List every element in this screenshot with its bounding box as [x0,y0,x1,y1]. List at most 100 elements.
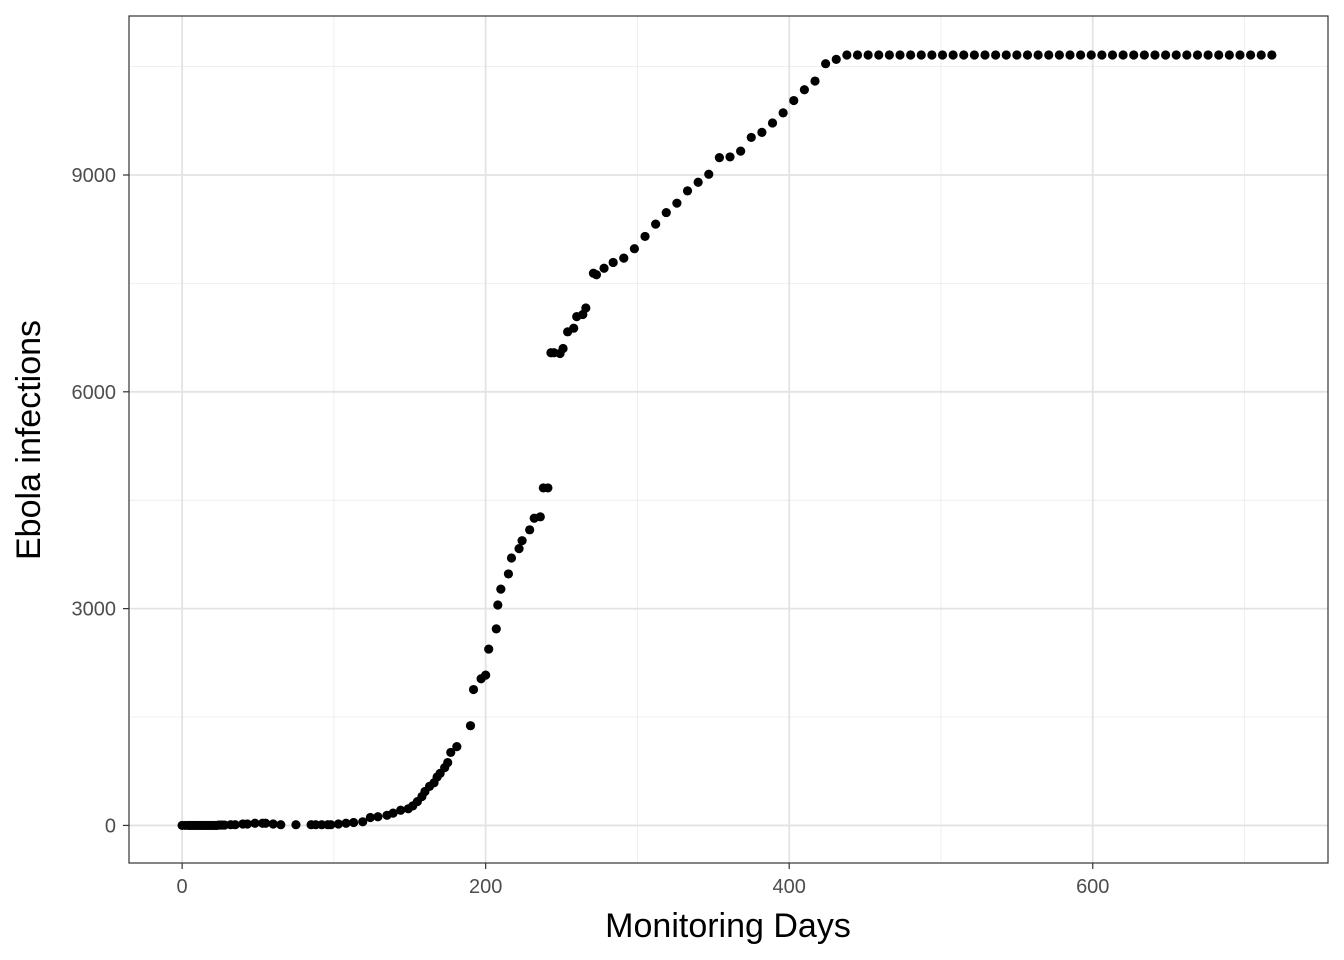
data-point [1086,50,1096,60]
data-point [948,50,958,60]
data-point [863,50,873,60]
data-point [358,817,368,827]
data-point [693,177,703,187]
data-point [852,50,863,60]
data-point [468,684,479,695]
data-point [704,169,714,179]
y-tick-label: 6000 [72,382,117,404]
data-point [789,95,799,106]
data-point [842,50,852,60]
data-point [619,253,629,263]
x-tick-label: 600 [1076,876,1109,898]
data-point [629,244,640,254]
data-point [767,118,778,128]
data-point [651,219,661,229]
x-tick-label: 200 [469,876,502,898]
data-point [937,50,948,60]
data-point [569,323,579,333]
data-point [895,50,905,60]
data-point [599,263,609,273]
data-point [517,536,527,546]
data-point [493,600,503,610]
data-point [1118,50,1128,60]
plot-panel-border [128,15,1329,864]
data-point [810,76,820,86]
data-point [1012,50,1022,60]
data-point [1245,50,1256,60]
data-point [365,812,375,823]
data-point [514,544,524,554]
data-point [1097,50,1107,60]
data-point [543,483,553,493]
data-point [388,808,398,818]
data-point [916,50,926,60]
data-point [821,59,831,69]
x-axis-title: Monitoring Days [605,907,851,945]
data-point [465,721,476,731]
data-point [1171,50,1181,60]
data-point [481,670,491,680]
data-point [591,270,602,280]
data-point [991,50,1001,60]
data-point [799,85,809,95]
data-point [778,108,788,118]
data-point [506,553,517,563]
data-point [682,186,693,196]
data-point [969,50,979,60]
y-axis-ticks: 0 3000 6000 9000 [72,165,129,837]
data-point [640,231,650,242]
data-point [230,820,240,830]
data-point [349,817,359,828]
y-tick-label: 3000 [72,599,117,621]
data-point [396,805,406,815]
y-tick-label: 9000 [72,165,117,187]
data-point [525,525,535,535]
data-point [581,303,591,313]
data-point [276,820,286,830]
data-point [927,50,937,60]
data-point [333,819,344,829]
data-point [1001,50,1011,60]
data-point [452,742,462,752]
data-point [980,50,990,60]
data-point [1203,50,1213,60]
data-point [1129,50,1139,60]
data-point [1054,50,1064,60]
data-point [1044,50,1054,60]
data-points [177,50,1277,831]
data-point [242,819,252,829]
data-point [291,820,301,830]
data-point [491,624,501,634]
data-point [884,50,894,60]
data-point [1022,50,1033,60]
data-point [1192,50,1203,60]
data-point [1224,50,1234,60]
data-point [503,569,514,579]
data-point [714,153,724,163]
data-point [661,207,671,218]
data-point [1139,50,1149,60]
data-point [1256,50,1266,60]
data-point [535,512,545,522]
data-point [746,132,756,143]
data-point [1107,50,1118,60]
data-point [608,257,618,268]
data-point [1214,50,1224,60]
x-tick-label: 0 [177,876,188,898]
data-point [443,757,453,768]
data-point [484,644,494,654]
plot-background [129,16,1328,863]
data-point [1076,50,1086,60]
data-point [736,146,746,156]
data-point [1150,50,1160,60]
data-point [1267,50,1277,60]
data-point [373,812,383,822]
data-point [1235,50,1245,60]
y-axis-title: Ebola infections [10,320,48,560]
data-point [268,819,278,829]
data-point [757,127,767,137]
data-point [558,343,568,354]
data-point [831,54,841,64]
data-point [250,818,260,828]
